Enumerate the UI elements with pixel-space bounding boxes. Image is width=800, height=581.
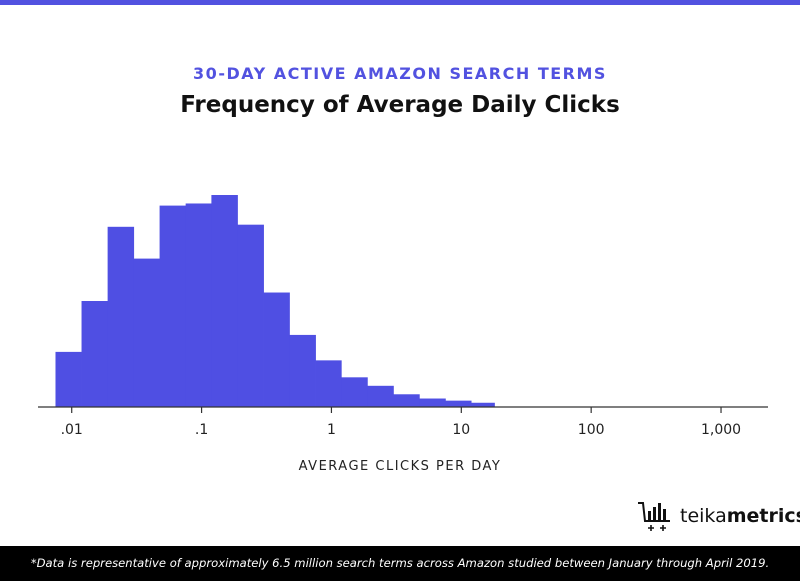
- histogram-bar-15: [445, 400, 472, 407]
- logo-text-light: teika: [680, 505, 727, 527]
- teikametrics-logo: teikametrics: [636, 498, 800, 534]
- histogram-bar-0: [55, 351, 82, 407]
- x-tick-label: 1: [327, 422, 336, 438]
- histogram-bar-8: [263, 292, 290, 407]
- x-tick-label: 100: [578, 422, 605, 438]
- histogram-bar-10: [315, 360, 342, 407]
- top-accent-bar: [0, 0, 800, 5]
- histogram-bar-4: [159, 205, 187, 407]
- histogram-bar-3: [133, 258, 160, 407]
- histogram-bar-14: [419, 398, 446, 407]
- chart-subtitle: 30-DAY ACTIVE AMAZON SEARCH TERMS: [193, 64, 607, 83]
- histogram-bar-12: [367, 385, 394, 407]
- x-axis-ticks: .01 .1 1 10 100 1,000: [61, 407, 741, 438]
- histogram-bar-9: [289, 334, 316, 407]
- histogram-bar-13: [393, 394, 420, 407]
- histogram-bar-7: [237, 224, 264, 407]
- shopping-cart-bars-icon: [638, 502, 670, 531]
- x-tick-label: 1,000: [701, 422, 741, 438]
- x-tick-label: 10: [452, 422, 470, 438]
- histogram-bar-1: [81, 301, 109, 407]
- chart-title: Frequency of Average Daily Clicks: [180, 92, 620, 118]
- logo-text-bold: metrics: [726, 505, 800, 527]
- histogram-bar-6: [211, 195, 238, 407]
- histogram-bar-2: [107, 226, 135, 407]
- histogram-bar-11: [341, 377, 368, 407]
- x-tick-label: .01: [61, 422, 83, 438]
- x-tick-label: .1: [195, 422, 208, 438]
- histogram-bars: [55, 195, 495, 407]
- histogram-bar-5: [185, 203, 212, 407]
- x-axis-label: AVERAGE CLICKS PER DAY: [298, 459, 502, 474]
- footer-note: *Data is representative of approximately…: [0, 546, 800, 581]
- histogram-bar-16: [471, 402, 495, 407]
